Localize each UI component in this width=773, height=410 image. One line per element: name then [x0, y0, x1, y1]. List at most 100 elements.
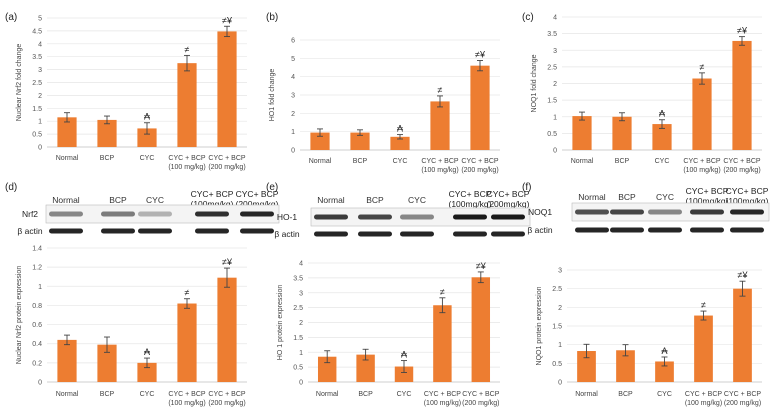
panel-label: (f)	[522, 182, 531, 193]
blot-band	[49, 228, 83, 234]
y-tick-label: 1.5	[32, 106, 42, 113]
y-tick-label: 2.5	[32, 80, 42, 87]
category-label: Normal	[571, 158, 594, 165]
y-tick-label: 3	[291, 93, 295, 100]
category-label: CYC	[655, 158, 670, 165]
panel-label: (b)	[266, 12, 278, 23]
bar	[177, 63, 197, 147]
y-tick-label: 0.8	[32, 303, 42, 310]
blot-band	[358, 231, 392, 237]
bar	[310, 132, 330, 150]
bar	[572, 116, 592, 150]
bar	[732, 40, 752, 150]
category-label: CYC + BCP (200 mg/kg)	[723, 158, 761, 174]
y-tick-label: 1	[553, 114, 557, 121]
category-label: Normal	[316, 391, 339, 398]
y-tick-label: 0.5	[547, 131, 557, 138]
bar	[57, 117, 77, 147]
significance-marker: ≠	[185, 288, 190, 298]
western-blot: Normal BCP CYC CYC+ BCP (100mg/kg)CYC+ BCP (1…	[527, 186, 770, 235]
y-tick-label: 0	[38, 145, 42, 152]
blot-header-label: Normal	[52, 195, 80, 205]
blot-band	[195, 211, 229, 217]
significance-marker: ≠¥	[222, 15, 233, 25]
category-label: BCP	[358, 391, 373, 398]
y-tick-label: 2.5	[293, 305, 303, 312]
blot-band	[690, 209, 724, 215]
bar	[430, 101, 450, 150]
bar	[350, 132, 370, 150]
category-label: CYC	[397, 391, 412, 398]
blot-band	[101, 211, 135, 217]
y-tick-label: 1.4	[32, 246, 42, 253]
y-tick-label: 0	[558, 380, 562, 387]
blot-band	[453, 231, 487, 237]
bar	[390, 136, 410, 150]
chart-panel-d: (d) Normal BCP CYC CYC+ BCP (100mg/kg)CYC+ BC…	[5, 182, 280, 407]
y-tick-label: 0	[38, 380, 42, 387]
blot-band	[138, 228, 172, 234]
bar	[433, 305, 452, 382]
bar	[137, 362, 157, 382]
y-axis-label: Nuclear Nrf2 protein expression	[16, 266, 23, 365]
y-tick-label: 0.5	[293, 365, 303, 372]
bar	[470, 65, 490, 150]
blot-band	[491, 231, 525, 237]
significance-marker: ₳	[659, 109, 665, 119]
y-tick-label: 1.5	[547, 98, 557, 105]
category-label: BCP	[618, 391, 633, 398]
y-axis-label: Nuclear Nrf2 fold change	[16, 44, 23, 122]
y-tick-label: 3	[553, 48, 557, 55]
blot-header-label: BCP	[366, 195, 384, 205]
y-tick-label: 3	[38, 67, 42, 74]
chart-panel-e: (e) Normal BCP CYC CYC+ BCP (100mg/kg)CYC+ BC…	[266, 182, 531, 407]
y-axis-label: NOQ1 fold change	[531, 54, 538, 112]
category-label: BCP	[100, 391, 115, 398]
blot-row-label: β actin	[274, 229, 299, 239]
y-tick-label: 5	[38, 16, 42, 23]
blot-band	[400, 214, 434, 220]
significance-marker: ≠	[438, 85, 443, 95]
bar	[394, 366, 414, 382]
y-tick-label: 1	[291, 129, 295, 136]
significance-marker: ≠	[185, 44, 190, 54]
panel-label: (c)	[522, 12, 534, 23]
blot-row-label: NOQ1	[528, 207, 552, 217]
y-tick-label: 1	[558, 342, 562, 349]
bar	[356, 354, 375, 382]
y-tick-label: 0	[299, 380, 303, 387]
y-tick-label: 1	[38, 119, 42, 126]
y-tick-label: 4	[553, 15, 557, 22]
y-tick-label: 2.5	[552, 286, 562, 293]
blot-band	[648, 227, 682, 233]
blot-row-label: β actin	[527, 225, 552, 235]
blot-frame	[45, 204, 280, 224]
blot-band	[314, 214, 348, 220]
category-label: CYC	[657, 391, 672, 398]
y-tick-label: 0.5	[32, 132, 42, 139]
blot-band	[240, 211, 274, 217]
bar	[616, 350, 635, 382]
significance-marker: ₳	[397, 124, 403, 134]
y-tick-label: 1.5	[293, 335, 303, 342]
blot-band	[575, 227, 609, 233]
bar	[652, 124, 672, 150]
y-tick-label: 2	[553, 81, 557, 88]
y-tick-label: 2	[558, 305, 562, 312]
significance-marker: ₳	[661, 346, 667, 356]
category-label: CYC + BCP (200 mg/kg)	[461, 158, 499, 174]
panel-label: (e)	[266, 182, 278, 193]
blot-row-label: HO-1	[277, 212, 298, 222]
bar	[577, 351, 596, 382]
category-label: CYC + BCP (100 mg/kg)	[421, 158, 459, 174]
category-label: BCP	[615, 158, 630, 165]
significance-marker: ≠¥	[222, 257, 233, 267]
bar	[694, 315, 713, 382]
significance-marker: ₳	[144, 112, 150, 122]
y-tick-label: 2.5	[547, 64, 557, 71]
blot-band	[138, 211, 172, 217]
y-tick-label: 3.5	[32, 54, 42, 61]
y-tick-label: 0	[553, 148, 557, 155]
significance-marker: ≠¥	[475, 50, 486, 60]
